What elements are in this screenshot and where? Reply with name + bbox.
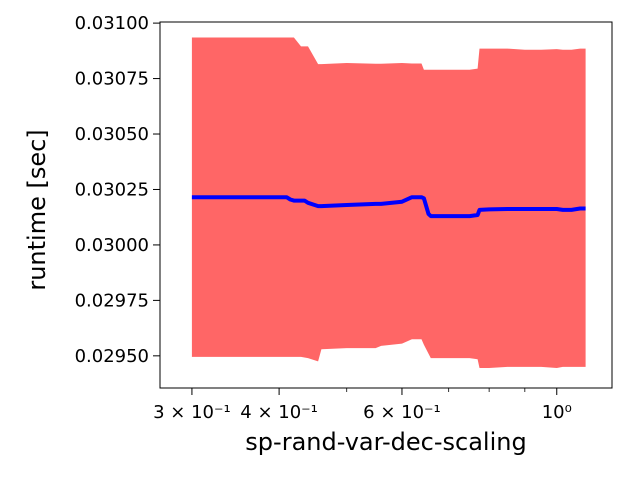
y-tick-label: 0.02950 [75,346,149,367]
x-tick-label: 3 × 10⁻¹ [153,402,231,423]
y-tick-label: 0.03050 [75,124,149,145]
y-tick-label: 0.03075 [75,69,149,90]
x-tick-label: 6 × 10⁻¹ [363,402,441,423]
y-tick-label: 0.02975 [75,290,149,311]
y-tick-label: 0.03100 [75,13,149,34]
y-axis-title: runtime [sec] [23,129,51,290]
y-tick-label: 0.03000 [75,235,149,256]
x-axis-title: sp-rand-var-dec-scaling [245,428,526,456]
x-tick-label: 10⁰ [542,402,572,423]
y-tick-label: 0.03025 [75,179,149,200]
x-axis: 3 × 10⁻¹ 4 × 10⁻¹ 6 × 10⁻¹ 10⁰ [153,388,572,423]
line-layer [191,195,586,219]
y-axis: 0.02950 0.02975 0.03000 0.03025 0.03050 0.030… [75,13,160,367]
x-tick-label: 4 × 10⁻¹ [240,402,318,423]
mean-runtime-line [191,195,586,219]
plot-frame [159,21,613,389]
